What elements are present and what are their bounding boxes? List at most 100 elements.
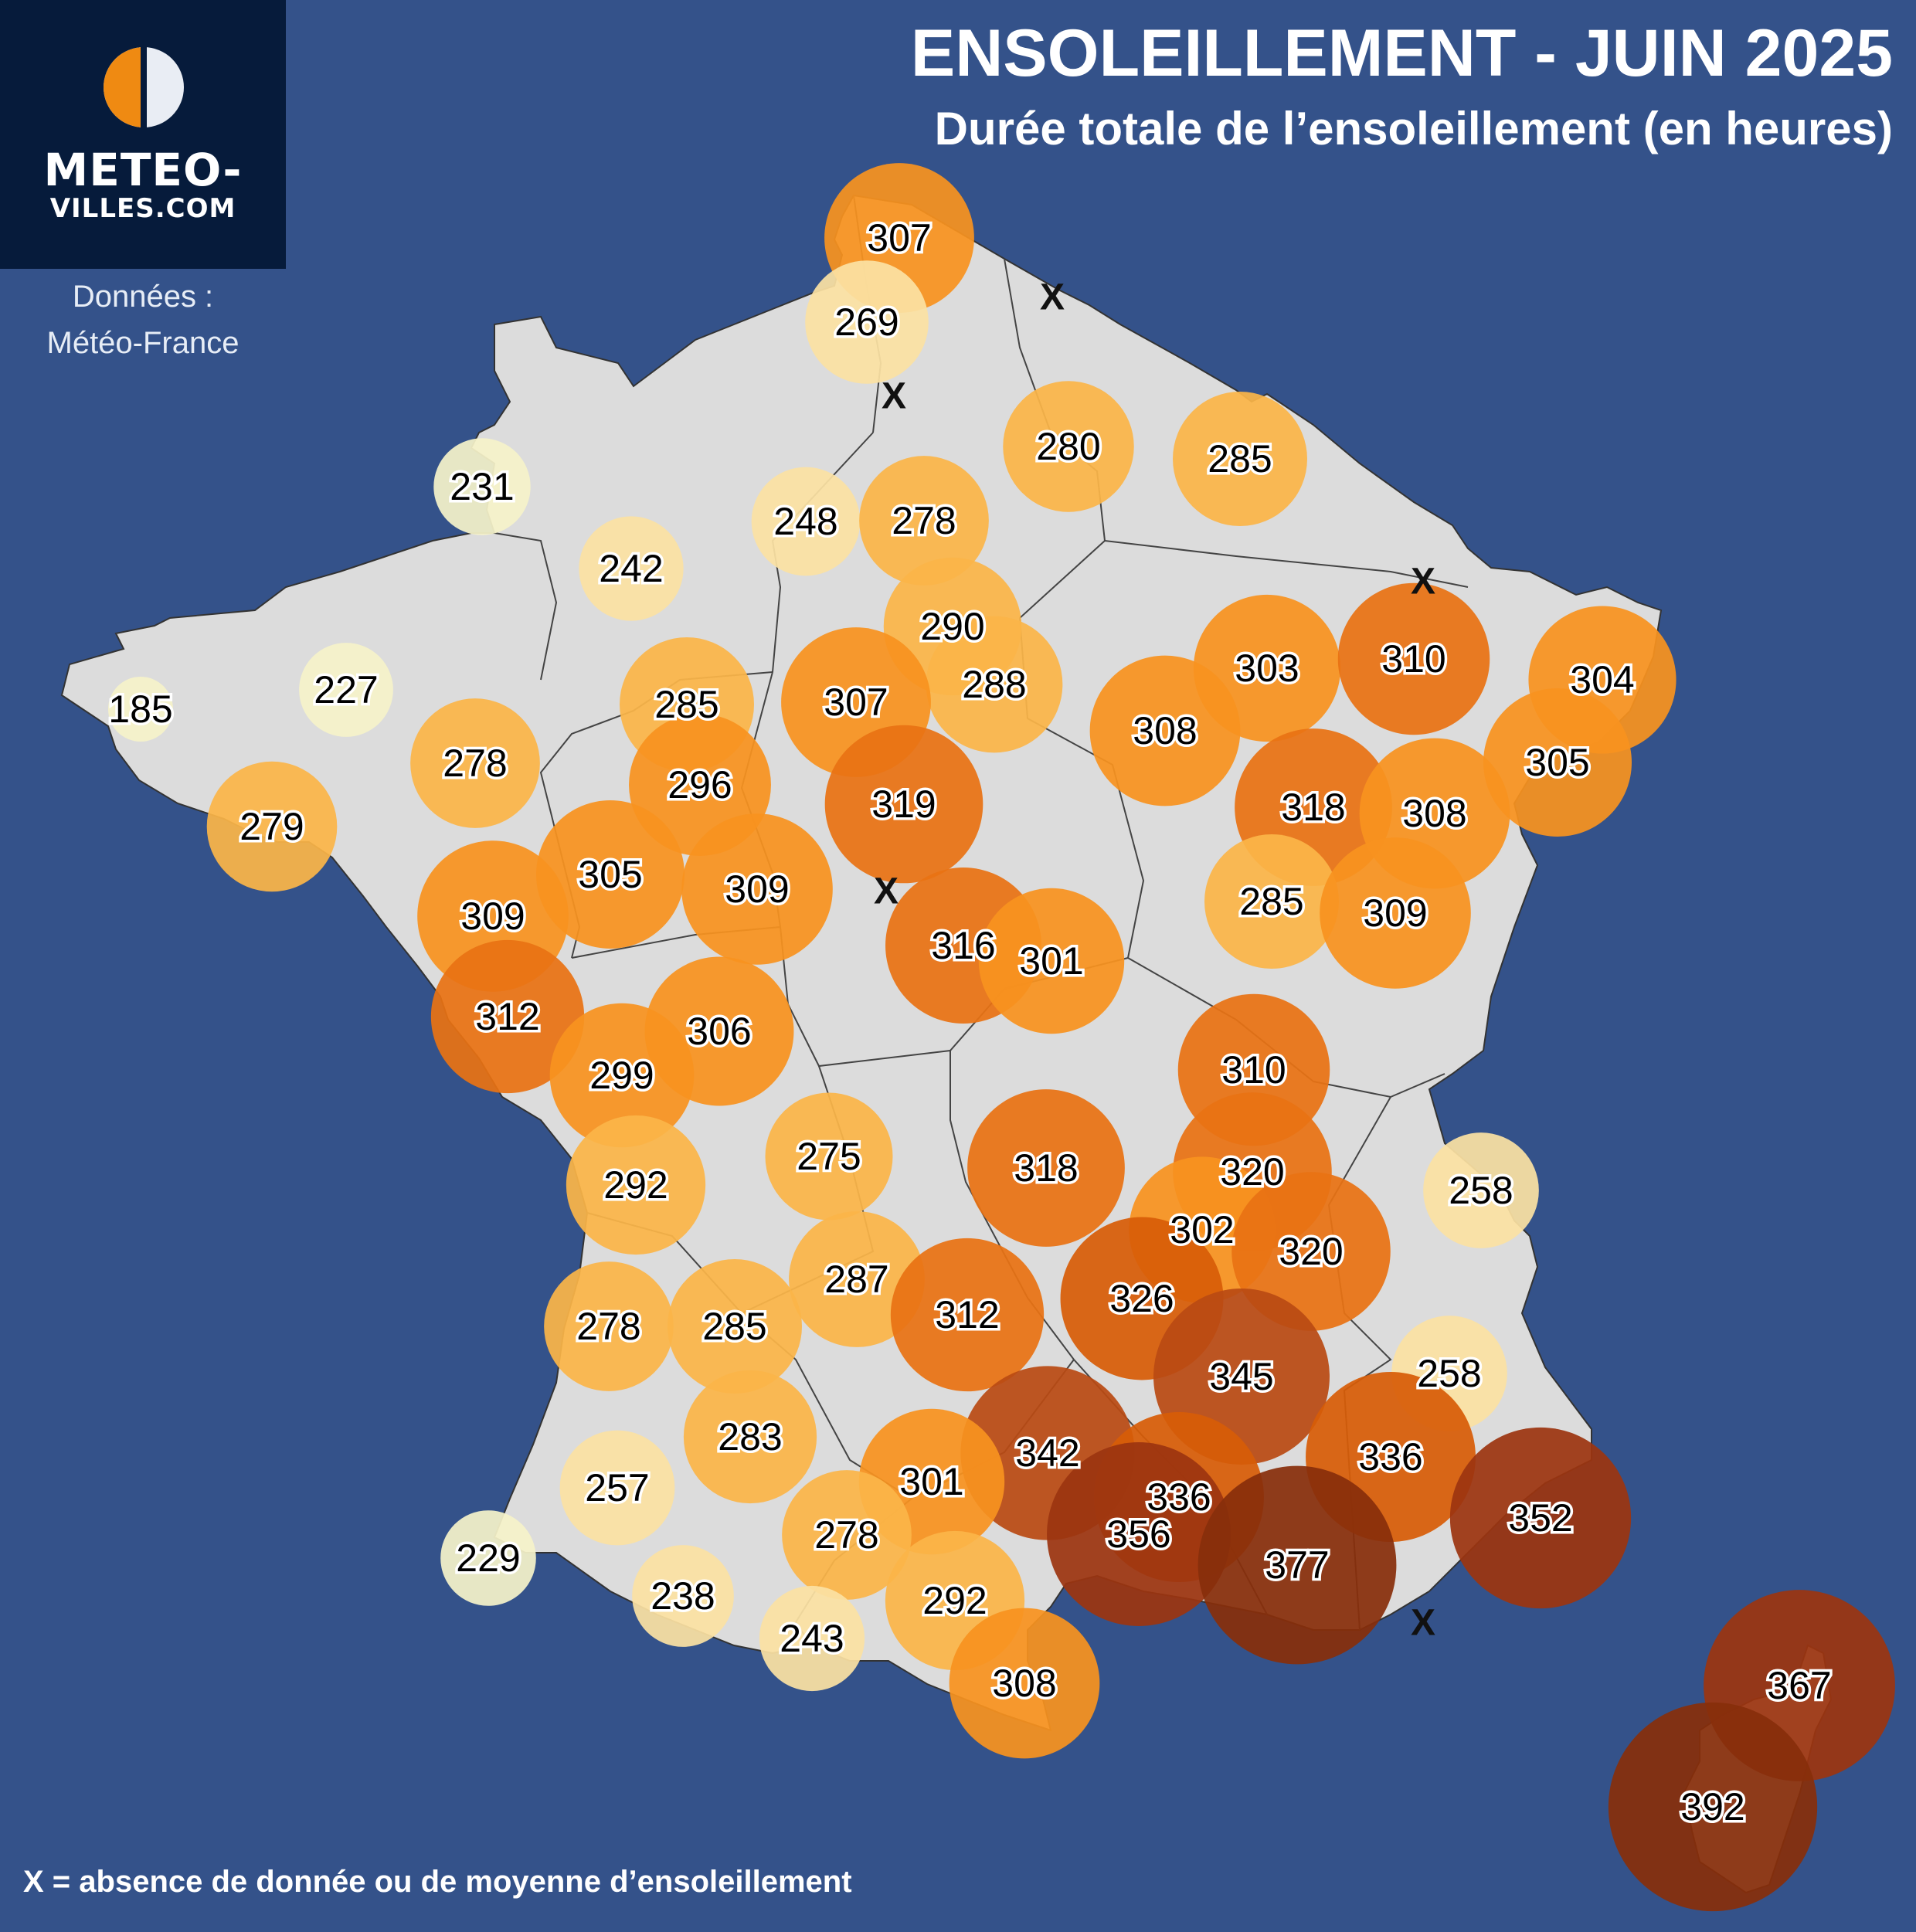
station-circle: [949, 1608, 1100, 1759]
station-value-label: 285: [654, 683, 718, 726]
station-value-label: 238: [651, 1574, 715, 1618]
station-value-label: 308: [1402, 792, 1466, 835]
station-value-label: 309: [1363, 891, 1427, 935]
station-circle: [1231, 1172, 1391, 1331]
missing-data-marker: X: [874, 871, 899, 912]
station-value-label: 229: [456, 1536, 520, 1580]
station-value-label: 296: [668, 763, 732, 806]
station-circle: [751, 467, 861, 576]
station-value-label: 367: [1767, 1664, 1831, 1707]
station-circle: [440, 1510, 536, 1606]
station-value-label: 336: [1358, 1435, 1422, 1479]
station-circle: [1608, 1702, 1818, 1912]
station-value-label: 287: [824, 1258, 888, 1301]
station-circle: [108, 677, 173, 742]
station-value-label: 275: [797, 1135, 861, 1178]
station-value-label: 308: [992, 1662, 1056, 1705]
station-value-label: 342: [1015, 1431, 1079, 1475]
station-value-label: 318: [1014, 1146, 1078, 1190]
station-value-label: 356: [1106, 1513, 1170, 1556]
station-value-label: 320: [1220, 1150, 1284, 1193]
station-value-label: 302: [1170, 1208, 1234, 1251]
station-value-label: 303: [1235, 647, 1299, 690]
station-circle: [536, 800, 685, 949]
station-value-label: 278: [443, 742, 507, 785]
missing-data-marker: X: [1411, 1603, 1435, 1644]
map-subtitle: Durée totale de l’ensoleillement (en heu…: [934, 103, 1893, 154]
station-value-label: 285: [1239, 880, 1303, 923]
region-border-3: [1104, 540, 1469, 588]
logo-text-line2: VILLES.COM: [49, 193, 236, 224]
station-value-label: 345: [1209, 1355, 1273, 1398]
station-circle: [759, 1585, 865, 1692]
station-circle: [1423, 1132, 1539, 1248]
station-circle: [1198, 1465, 1397, 1665]
station-value-label: 269: [834, 300, 899, 344]
station-circle: [206, 761, 338, 892]
station-circle: [559, 1430, 675, 1546]
station-value-label: 290: [920, 605, 984, 648]
station-value-label: 336: [1147, 1475, 1211, 1519]
station-circle: [824, 725, 983, 884]
station-value-label: 257: [585, 1466, 649, 1509]
station-value-label: 185: [108, 688, 172, 731]
logo-text-line1: METEO-: [43, 144, 243, 196]
station-value-label: 301: [1019, 939, 1083, 983]
station-circle: [1483, 688, 1632, 837]
station-circle: [632, 1545, 734, 1647]
station-value-label: 319: [871, 783, 936, 826]
station-value-label: 258: [1417, 1352, 1481, 1395]
station-circle: [1449, 1427, 1632, 1609]
station-value-label: 352: [1508, 1496, 1572, 1540]
station-circle: [1173, 392, 1307, 526]
station-circle: [299, 643, 393, 737]
station-value-label: 312: [935, 1293, 999, 1336]
station-value-label: 292: [922, 1579, 987, 1622]
source-label: Données :: [72, 280, 214, 314]
missing-data-marker: X: [882, 376, 906, 417]
station-value-label: 231: [450, 465, 514, 508]
station-value-label: 306: [687, 1010, 751, 1053]
station-value-label: 243: [780, 1617, 844, 1660]
station-value-label: 318: [1281, 786, 1345, 829]
station-value-label: 326: [1109, 1277, 1174, 1320]
station-circle: [1003, 381, 1134, 512]
station-circle: [544, 1261, 674, 1391]
station-circle: [410, 698, 540, 828]
station-value-label: 227: [314, 668, 378, 711]
station-circle: [579, 516, 684, 621]
station-circle: [765, 1092, 893, 1221]
region-border-12: [494, 532, 558, 681]
station-circle: [566, 1115, 706, 1255]
station-value-label: 278: [892, 499, 956, 542]
station-value-label: 309: [725, 868, 789, 911]
station-value-label: 301: [899, 1460, 963, 1503]
station-value-label: 312: [475, 995, 539, 1038]
station-circle: [1204, 834, 1339, 969]
station-value-label: 320: [1279, 1230, 1343, 1273]
station-circle: [433, 438, 531, 535]
station-value-label: 242: [599, 547, 663, 590]
station-value-label: 310: [1381, 637, 1445, 681]
station-circle: [1320, 837, 1471, 989]
station-circle: [681, 813, 833, 965]
station-value-label: 309: [460, 895, 525, 938]
station-circle: [683, 1370, 817, 1504]
station-value-label: 279: [240, 805, 304, 848]
station-circle: [890, 1238, 1045, 1392]
station-circle: [1047, 1442, 1231, 1626]
station-circle: [805, 260, 929, 384]
missing-data-footnote: X = absence de donnée ou de moyenne d’en…: [23, 1865, 852, 1899]
station-value-label: 278: [576, 1305, 640, 1348]
logo-panel: METEO- VILLES.COM: [0, 0, 286, 269]
station-value-label: 304: [1570, 658, 1634, 701]
station-value-label: 288: [962, 663, 1026, 706]
station-circle: [967, 1089, 1125, 1247]
station-circle: [1337, 582, 1490, 735]
station-value-label: 278: [814, 1513, 878, 1557]
station-circle: [668, 1259, 802, 1394]
station-value-label: 305: [578, 853, 642, 896]
station-value-label: 285: [1208, 437, 1272, 480]
missing-data-marker: X: [1411, 562, 1435, 603]
